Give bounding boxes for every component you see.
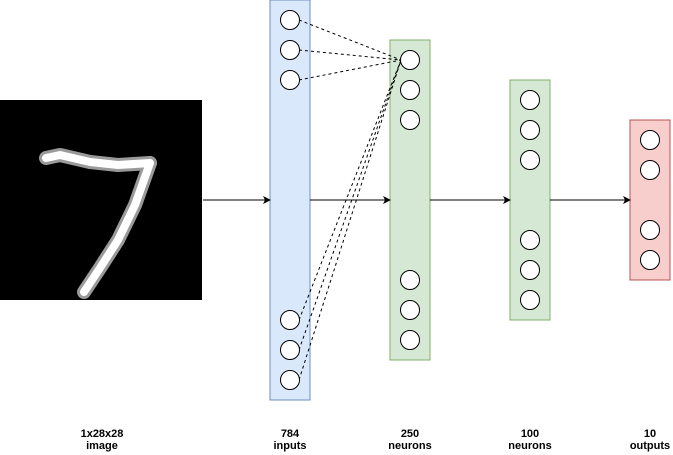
caption-inputs: 784 inputs <box>273 428 307 452</box>
hidden-layer-1-neuron <box>400 270 420 290</box>
hidden-layer-1-neuron <box>400 300 420 320</box>
input-layer-neuron <box>280 70 300 90</box>
dashed-connection <box>298 59 402 321</box>
caption-image: 1x28x28 image <box>80 428 124 452</box>
neurons <box>280 10 660 390</box>
dashed-connection <box>298 59 402 381</box>
hidden-layer-2-box <box>509 79 551 321</box>
caption-outputs: 10 outputs <box>629 428 671 452</box>
dashed-connection <box>298 49 402 61</box>
hidden-layer-2-neuron <box>520 260 540 280</box>
dashed-connection <box>298 59 402 351</box>
caption-hidden-2: 100 neurons <box>508 428 552 452</box>
input-layer-neuron <box>280 40 300 60</box>
output-layer-neuron <box>640 250 660 270</box>
output-layer-neuron <box>640 130 660 150</box>
input-layer-neuron <box>280 370 300 390</box>
sample-connections <box>298 19 402 381</box>
hidden-layer-2-neuron <box>520 150 540 170</box>
hidden-layer-1-neuron <box>400 110 420 130</box>
output-layer-neuron <box>640 220 660 240</box>
input-layer-neuron <box>280 310 300 330</box>
hidden-layer-2-neuron <box>520 90 540 110</box>
dashed-connection <box>298 19 402 61</box>
mnist-digit-image <box>0 100 202 300</box>
hidden-layer-2-neuron <box>520 290 540 310</box>
hidden-layer-2-neuron <box>520 120 540 140</box>
input-layer-neuron <box>280 340 300 360</box>
output-layer-neuron <box>640 160 660 180</box>
dashed-connection <box>298 59 402 81</box>
hidden-layer-1-neuron <box>400 50 420 70</box>
digit-seven <box>39 148 157 299</box>
caption-hidden-1: 250 neurons <box>388 428 432 452</box>
hidden-layer-2-neuron <box>520 230 540 250</box>
hidden-layer-1-neuron <box>400 330 420 350</box>
input-layer-neuron <box>280 10 300 30</box>
hidden-layer-1-neuron <box>400 80 420 100</box>
